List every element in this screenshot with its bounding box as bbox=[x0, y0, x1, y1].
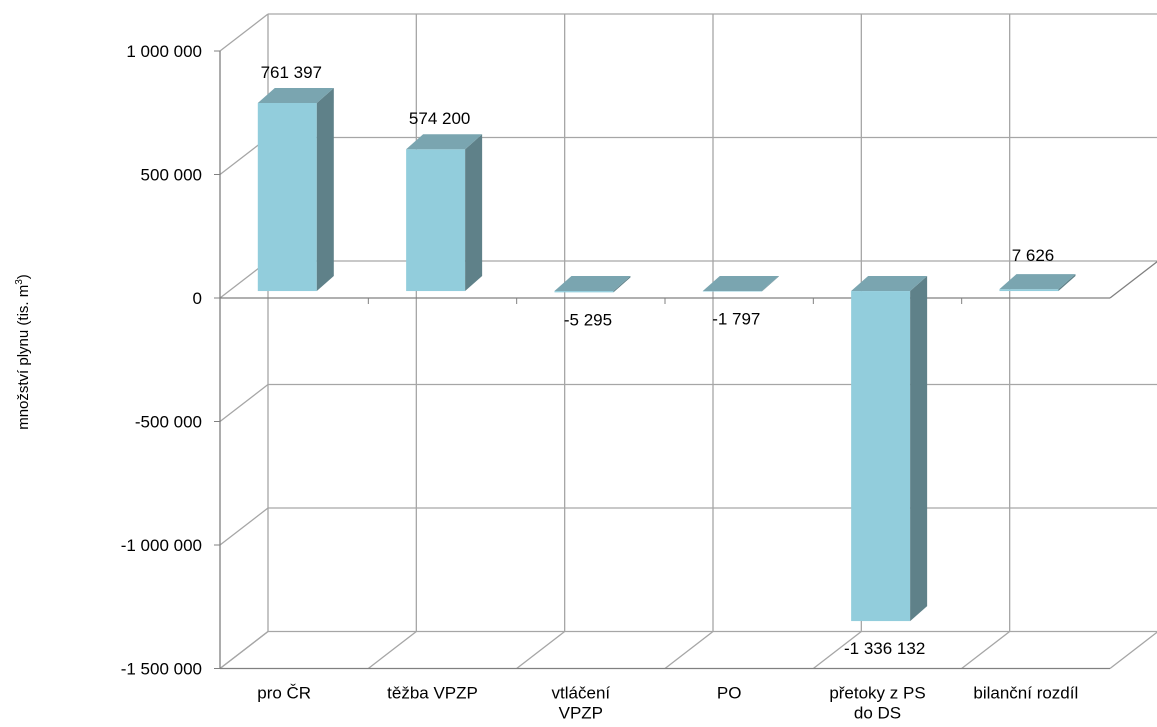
data-label: -1 336 132 bbox=[844, 639, 925, 658]
bar bbox=[554, 276, 631, 293]
bar-front bbox=[702, 291, 762, 292]
x-tick-label: VPZP bbox=[559, 704, 603, 723]
y-tick-label: -1 000 000 bbox=[121, 536, 202, 555]
bar-front bbox=[257, 102, 317, 292]
x-tick-label: bilanční rozdíl bbox=[973, 684, 1078, 703]
gridline-side bbox=[219, 507, 269, 546]
bar-front bbox=[999, 289, 1059, 292]
gridline-side bbox=[219, 383, 269, 423]
x-tick-label: těžba VPZP bbox=[387, 684, 478, 703]
y-tick-label: 500 000 bbox=[141, 166, 202, 185]
gridlines bbox=[219, 13, 1157, 670]
bar-side bbox=[316, 87, 334, 292]
bar-top bbox=[851, 276, 928, 292]
y-tick-label: 0 bbox=[193, 289, 202, 308]
bar-side bbox=[1058, 274, 1076, 292]
x-tick-label: do DS bbox=[854, 704, 901, 723]
labels: 1 000 000 500 000 0 -500 000 -1 000 000 -1 50… bbox=[121, 42, 1079, 723]
bar-front bbox=[851, 291, 911, 622]
y-tick-label: 1 000 000 bbox=[126, 42, 202, 61]
x-tick-label: vtláčení bbox=[552, 684, 611, 703]
y-axis-label: množství plynu (tis. m3) bbox=[14, 274, 32, 430]
data-label: -5 295 bbox=[564, 310, 612, 329]
floor-diagonal bbox=[219, 630, 269, 670]
x-tick-label: přetoky z PS bbox=[829, 684, 925, 703]
floor-diagonal bbox=[367, 630, 417, 670]
bar-top bbox=[406, 134, 483, 150]
data-label: 761 397 bbox=[261, 63, 322, 82]
bar-side bbox=[613, 276, 631, 293]
floor-diagonal bbox=[516, 630, 566, 670]
bar-top bbox=[702, 276, 779, 292]
bar bbox=[257, 87, 334, 292]
data-label: 7 626 bbox=[1012, 246, 1055, 265]
floor-diagonal bbox=[664, 630, 714, 670]
data-label: 574 200 bbox=[409, 109, 470, 128]
floor-diagonal bbox=[961, 630, 1011, 670]
bar bbox=[702, 276, 779, 292]
bar-side bbox=[910, 276, 928, 622]
y-tick-label: -500 000 bbox=[135, 413, 202, 432]
bar-top bbox=[999, 274, 1076, 290]
y-tick-label: -1 500 000 bbox=[121, 660, 202, 679]
bar-side bbox=[465, 134, 483, 292]
bar-side bbox=[761, 276, 779, 292]
data-label: -1 797 bbox=[712, 309, 760, 328]
x-axis-depth-line bbox=[1109, 260, 1157, 299]
x-tick-label: pro ČR bbox=[257, 684, 311, 703]
axes bbox=[214, 50, 1157, 670]
bar-top bbox=[554, 276, 631, 292]
bars bbox=[257, 87, 1076, 622]
bar bbox=[406, 134, 483, 292]
bar-front bbox=[554, 291, 614, 293]
floor-diagonal bbox=[1109, 631, 1157, 670]
floor-diagonal bbox=[812, 630, 862, 670]
bar bbox=[999, 274, 1076, 292]
bar-front bbox=[406, 149, 466, 292]
bar bbox=[851, 276, 928, 622]
bar-top bbox=[257, 87, 334, 103]
x-tick-label: PO bbox=[717, 684, 742, 703]
gridline-side bbox=[219, 13, 269, 52]
